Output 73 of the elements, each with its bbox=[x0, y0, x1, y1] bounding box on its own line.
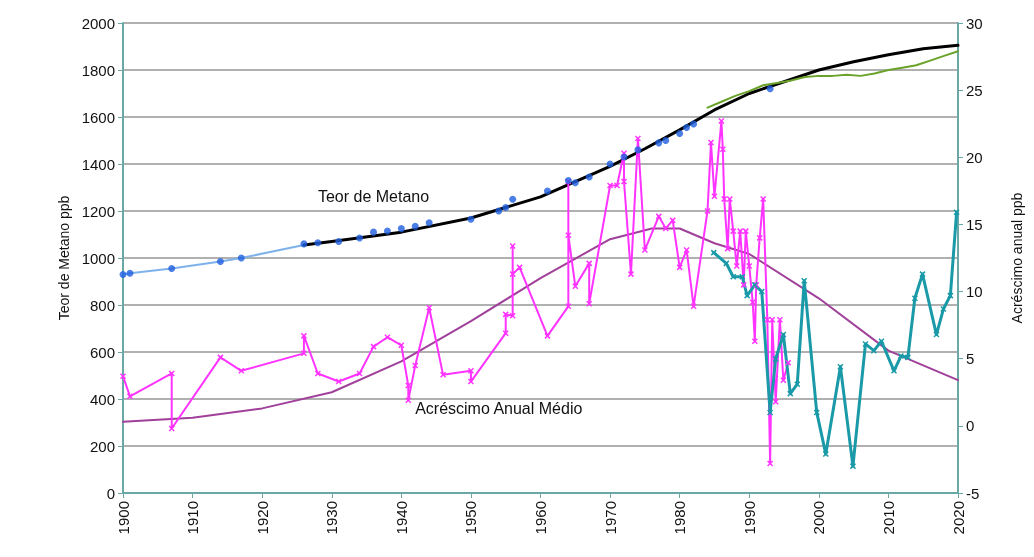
x-tick-label: 1940 bbox=[392, 501, 410, 535]
point bbox=[370, 228, 377, 236]
x-tick-label: 1970 bbox=[601, 501, 619, 535]
line-series bbox=[706, 50, 959, 109]
x-tick-label: 2020 bbox=[949, 501, 967, 535]
point bbox=[585, 173, 593, 181]
x-tick-label: 1920 bbox=[253, 501, 271, 535]
point bbox=[676, 129, 684, 137]
y-tick-label: 200 bbox=[89, 437, 115, 455]
y-axis-title: Teor de Metano ppb bbox=[55, 195, 72, 321]
point bbox=[690, 120, 698, 128]
point bbox=[947, 292, 954, 299]
x-tick-label: 1990 bbox=[740, 501, 758, 535]
x-tick-label: 1900 bbox=[114, 501, 132, 535]
point bbox=[766, 85, 774, 93]
y-tick-label: 1400 bbox=[81, 155, 115, 173]
point bbox=[509, 195, 517, 203]
y2-tick-label: 5 bbox=[966, 350, 975, 368]
point bbox=[772, 355, 779, 362]
point bbox=[495, 207, 503, 215]
x-tick-label: 2000 bbox=[810, 501, 828, 535]
y-tick-label: 400 bbox=[89, 390, 115, 408]
point bbox=[897, 352, 905, 360]
x-tick-label: 1960 bbox=[532, 501, 549, 535]
y-tick-label: 1800 bbox=[81, 61, 115, 79]
point bbox=[634, 146, 642, 154]
y2-axis-title: Acréscimo anual ppb bbox=[1009, 192, 1025, 324]
point bbox=[314, 239, 322, 247]
point bbox=[383, 227, 391, 235]
y2-tick-label: 15 bbox=[966, 215, 983, 233]
line-series bbox=[122, 227, 959, 423]
point bbox=[502, 203, 510, 211]
point bbox=[397, 225, 405, 233]
point bbox=[356, 234, 364, 242]
x-tick-label: 1930 bbox=[323, 501, 341, 535]
point bbox=[425, 219, 433, 227]
point bbox=[571, 179, 579, 187]
y2-tick-label: 25 bbox=[966, 81, 983, 99]
y2-tick-label: 20 bbox=[966, 148, 983, 166]
x-tick-label: 1910 bbox=[184, 501, 202, 535]
y-tick-label: 800 bbox=[89, 296, 115, 314]
point bbox=[683, 124, 691, 132]
point bbox=[730, 273, 737, 281]
y-tick-label: 600 bbox=[89, 343, 115, 361]
point bbox=[300, 240, 308, 248]
y2-tick-label: 30 bbox=[966, 14, 983, 32]
point bbox=[335, 238, 343, 246]
point bbox=[655, 139, 663, 147]
y-tick-label: 1000 bbox=[81, 249, 115, 267]
x-tick-label: 2010 bbox=[879, 501, 897, 535]
annotation: Teor de Metano bbox=[317, 188, 430, 206]
point bbox=[237, 254, 245, 262]
point bbox=[800, 277, 808, 285]
point bbox=[794, 380, 801, 388]
y-tick-label: 1200 bbox=[81, 202, 115, 220]
y2-tick-label: 0 bbox=[966, 417, 975, 435]
point bbox=[216, 258, 224, 266]
y2-tick-label: 10 bbox=[966, 283, 983, 301]
point bbox=[543, 187, 551, 195]
point bbox=[126, 269, 134, 277]
point bbox=[168, 265, 176, 273]
y-tick-label: 0 bbox=[106, 484, 115, 502]
annotation: Acréscimo Anual Médio bbox=[415, 399, 583, 417]
y-tick-label: 1600 bbox=[81, 108, 115, 126]
x-tick-label: 1980 bbox=[671, 501, 689, 535]
point bbox=[411, 222, 419, 230]
point bbox=[119, 270, 127, 278]
point bbox=[933, 331, 940, 338]
point bbox=[662, 137, 670, 144]
y2-tick-label: -5 bbox=[966, 484, 980, 502]
y-tick-label: 2000 bbox=[81, 14, 115, 32]
point bbox=[467, 215, 475, 223]
x-tick-label: 1950 bbox=[462, 501, 480, 535]
